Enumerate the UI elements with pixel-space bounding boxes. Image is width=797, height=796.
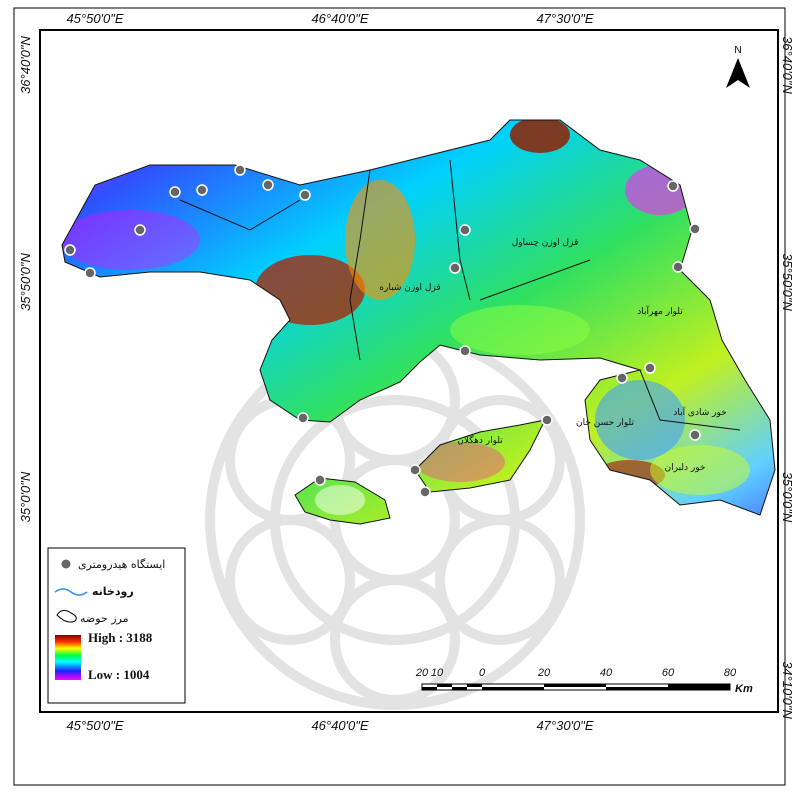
north-arrow: N xyxy=(726,45,750,88)
right-coord-label: 35°0'0"N xyxy=(780,472,795,523)
place-label: تلوار مهرآباد xyxy=(637,305,683,317)
bottom-coord-label: 46°40'0"E xyxy=(311,718,368,733)
right-coord-label: 34°10'0"N xyxy=(780,661,795,719)
top-coord-label: 45°50'0"E xyxy=(66,11,123,26)
scale-unit: Km xyxy=(735,683,753,695)
place-label: تلوار حسن خان xyxy=(576,418,635,428)
legend-river-symbol xyxy=(54,588,88,596)
bottom-coord-label: 45°50'0"E xyxy=(66,718,123,733)
scale-label: 80 xyxy=(724,667,737,679)
left-coord-label: 35°50'0"N xyxy=(18,252,33,310)
scale-label: 10 xyxy=(431,667,444,679)
scale-label: 0 xyxy=(479,667,486,679)
scale-bar: 20 10 0 20 40 60 80 Km xyxy=(415,667,753,695)
bottom-coord-label: 47°30'0"E xyxy=(536,718,593,733)
legend-boundary: مرز حوضه xyxy=(80,612,129,625)
scale-label: 20 xyxy=(415,667,429,679)
basin-boundaries xyxy=(61,119,776,525)
top-coord-label: 47°30'0"E xyxy=(536,11,593,26)
north-symbol xyxy=(726,58,750,88)
place-label: قزل اوزن شباره xyxy=(379,283,440,293)
scale-label: 60 xyxy=(662,667,675,679)
legend-river: رودخانه xyxy=(92,585,134,598)
legend-high: High : 3188 xyxy=(88,630,153,645)
place-label: خور دلبران xyxy=(665,463,706,473)
legend-low: Low : 1004 xyxy=(88,667,150,682)
left-coord-label: 36°40'0"N xyxy=(18,35,33,93)
scale-segments xyxy=(422,684,730,690)
right-coord-label: 36°40'0"N xyxy=(780,36,795,94)
right-coord-label: 35°50'0"N xyxy=(780,253,795,311)
scale-label: 40 xyxy=(600,667,613,679)
scale-label: 20 xyxy=(537,667,551,679)
legend-ramp xyxy=(55,635,81,680)
legend: ایستگاه هیدرومتری رودخانه مرز حوضه High … xyxy=(47,547,186,704)
legend-station-symbol xyxy=(60,558,72,570)
place-label: قزل اوزن چساول xyxy=(512,238,579,248)
left-coord-label: 35°0'0"N xyxy=(18,471,33,522)
top-coord-label: 46°40'0"E xyxy=(311,11,368,26)
place-label: خور شادی آباد xyxy=(673,406,726,418)
place-labels: خور دلبران خور شادی آباد تلوار حسن خان ت… xyxy=(379,238,726,473)
legend-station: ایستگاه هیدرومتری xyxy=(78,558,165,571)
legend-boundary-symbol xyxy=(56,609,77,623)
north-label: N xyxy=(734,45,741,56)
place-label: تلوار دهگلان xyxy=(457,434,503,446)
station-markers xyxy=(64,164,701,498)
